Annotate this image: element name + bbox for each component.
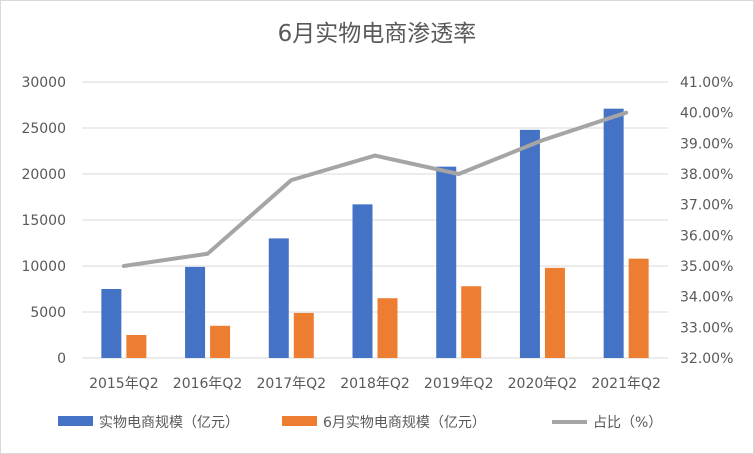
x-tick-label: 2018年Q2 [340, 376, 410, 392]
y-left-tick-label: 15000 [21, 213, 66, 229]
x-tick-label: 2017年Q2 [257, 376, 327, 392]
y-left-tick-label: 10000 [21, 259, 66, 275]
bar-ecommerce-scale [268, 238, 289, 358]
ratio-point [290, 179, 292, 181]
gridlines [82, 81, 668, 359]
bar-ecommerce-scale [603, 108, 624, 359]
axis-labels: 0 5000 10000 15000 20000 25000 30000 32.00% 33.0… [21, 75, 733, 392]
legend-label: 6月实物电商规模（亿元） [323, 415, 486, 431]
ratio-line-path [121, 110, 629, 268]
ratio-point [207, 253, 209, 255]
y-left-tick-label: 20000 [21, 167, 66, 183]
bar-ecommerce-scale [352, 204, 373, 358]
y-right-tick-label: 37.00% [680, 198, 733, 214]
y-right-tick-label: 35.00% [680, 259, 733, 275]
y-right-tick-label: 41.00% [680, 75, 733, 91]
y-right-tick-label: 40.00% [680, 106, 733, 122]
ratio-point [541, 139, 543, 141]
chart-title: 6月实物电商渗透率 [277, 21, 477, 47]
bar-june-ecommerce-scale [377, 298, 398, 358]
y-right-tick-label: 39.00% [680, 136, 733, 152]
y-right-tick-label: 36.00% [680, 228, 733, 244]
ratio-point [123, 265, 125, 267]
y-right-tick-label: 32.00% [680, 351, 733, 367]
bar-june-ecommerce-scale [544, 267, 565, 358]
legend: 实物电商规模（亿元） 6月实物电商规模（亿元） 占比（%） [58, 415, 662, 431]
legend-swatch [282, 416, 317, 426]
y-right-tick-label: 38.00% [680, 167, 733, 183]
bar-june-ecommerce-scale [628, 258, 649, 358]
ratio-point [625, 112, 627, 114]
bar-june-ecommerce-scale [126, 335, 147, 358]
y-left-tick-label: 5000 [30, 305, 66, 321]
bar-ecommerce-scale [436, 166, 457, 358]
ratio-point [458, 173, 460, 175]
bar-ecommerce-scale [519, 129, 540, 358]
ratio-point [374, 155, 376, 157]
legend-swatch [58, 416, 93, 426]
y-right-tick-label: 34.00% [680, 290, 733, 306]
x-tick-label: 2016年Q2 [173, 376, 243, 392]
y-left-tick-label: 0 [57, 351, 66, 367]
x-tick-label: 2019年Q2 [424, 376, 494, 392]
y-right-tick-label: 33.00% [680, 320, 733, 336]
legend-label: 占比（%） [593, 415, 662, 431]
y-left-tick-label: 25000 [21, 121, 66, 137]
bar-june-ecommerce-scale [461, 286, 482, 358]
bar-june-ecommerce-scale [293, 312, 314, 358]
bar-june-ecommerce-scale [210, 325, 231, 358]
x-tick-label: 2015年Q2 [89, 376, 159, 392]
y-left-tick-label: 30000 [21, 75, 66, 91]
x-tick-label: 2020年Q2 [508, 376, 578, 392]
bars [101, 108, 649, 359]
legend-label: 实物电商规模（亿元） [99, 415, 239, 431]
bar-ecommerce-scale [101, 289, 122, 358]
bar-ecommerce-scale [185, 266, 206, 358]
ratio-line [121, 110, 629, 268]
x-tick-label: 2021年Q2 [591, 376, 661, 392]
